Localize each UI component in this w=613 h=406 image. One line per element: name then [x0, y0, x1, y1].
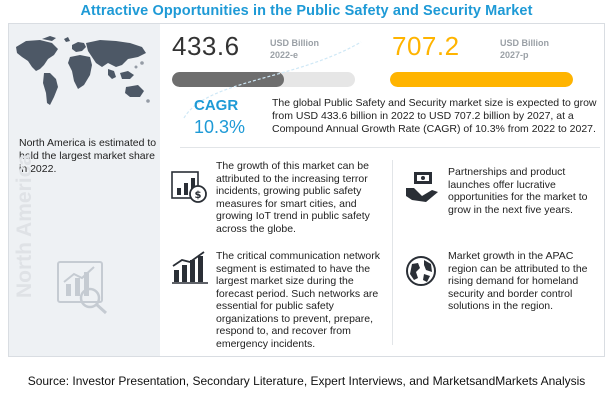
infographic-frame: [8, 23, 605, 357]
cagr-label: CAGR: [194, 97, 239, 114]
divider: [180, 147, 600, 148]
source-note: Source: Investor Presentation, Secondary…: [27, 374, 586, 388]
handshake-money-icon: [406, 172, 438, 202]
bar-unit-label-2022: USD Billion 2022-e: [270, 37, 319, 61]
category-label-2027: 2027-p: [500, 50, 529, 60]
svg-text:$: $: [195, 190, 202, 201]
growth-chart-icon: $: [171, 171, 207, 203]
bar-trend-icon: [172, 251, 208, 284]
category-label-2022: 2022-e: [270, 50, 299, 60]
cagr-value: 10.3%: [194, 117, 246, 137]
insight-text-apac: Market growth in the APAC region can be …: [448, 250, 588, 312]
insight-text-partnerships: Partnerships and product launches offer …: [448, 166, 588, 216]
region-highlight-text: North America is estimated to hold the l…: [19, 137, 157, 175]
bar-track-2027: [390, 72, 573, 87]
connector-curve: [183, 41, 362, 119]
insight-text-growth: The growth of this market can be attribu…: [216, 160, 370, 235]
unit-label: USD Billion: [270, 38, 319, 48]
bar-2027: [390, 72, 573, 87]
region-vertical-label: North America: [13, 154, 36, 298]
bar-unit-label-2027: USD Billion 2027-p: [500, 37, 549, 61]
bar-track-2022: [172, 72, 355, 87]
unit-label: USD Billion: [500, 38, 549, 48]
analytics-report-icon: [57, 261, 108, 315]
page-title: Attractive Opportunities in the Public S…: [80, 3, 533, 19]
bar-value-label-2022: 433.6: [172, 31, 240, 61]
divider-vertical: [392, 160, 393, 345]
world-map-icon: [16, 36, 150, 105]
insight-text-network-segment: The critical communication network segme…: [216, 250, 380, 350]
bar-2022: [172, 72, 285, 87]
globe-location-icon: [406, 256, 436, 286]
market-size-summary: The global Public Safety and Security ma…: [272, 97, 597, 135]
bar-value-label-2027: 707.2: [392, 31, 460, 61]
